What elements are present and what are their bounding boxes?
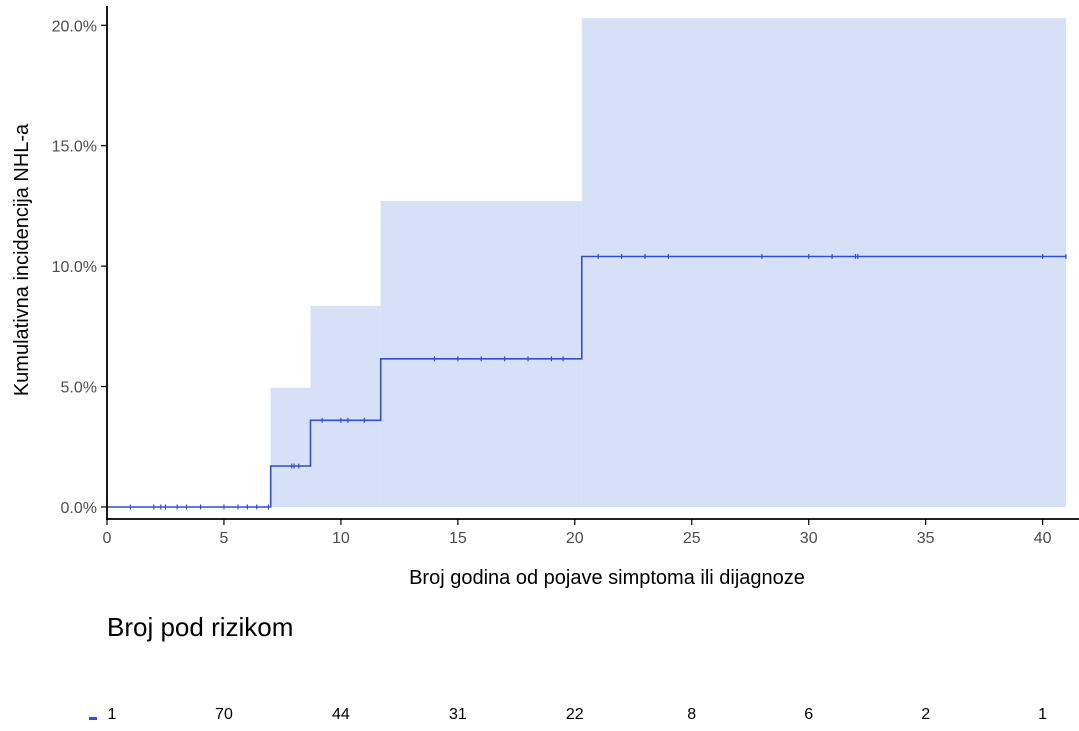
ci-band-segment-3 xyxy=(380,201,582,507)
risk-table-row: 1 70 44 31 22 8 6 2 1 xyxy=(0,706,1079,730)
x-tick-label-0: 0 xyxy=(103,530,112,547)
ci-band-segment-2 xyxy=(310,305,381,507)
x-tick-label-7: 35 xyxy=(917,530,935,547)
risk-count-6: 6 xyxy=(804,706,814,723)
y-axis-label: Kumulativna incidencija NHL-a xyxy=(11,123,33,396)
x-tick-label-6: 30 xyxy=(800,530,818,547)
x-tick-label-8: 40 xyxy=(1034,530,1052,547)
confidence-band xyxy=(270,18,1066,507)
y-tick-label-0: 0.0% xyxy=(61,500,97,517)
step-line xyxy=(107,255,1066,508)
x-tick-label-3: 15 xyxy=(449,530,467,547)
x-tick-label-1: 5 xyxy=(219,530,228,547)
ci-band-segment-1 xyxy=(270,387,311,507)
risk-count-5: 8 xyxy=(687,706,697,723)
ci-band-segment-4 xyxy=(581,18,1066,507)
y-tick-label-1: 5.0% xyxy=(61,380,97,397)
incidence-step-line xyxy=(107,255,1066,508)
censor-marks xyxy=(129,253,1067,510)
y-tick-label-2: 10.0% xyxy=(52,259,97,276)
risk-table-title: Broj pod rizikom xyxy=(107,612,294,642)
risk-count-0: 1 xyxy=(107,706,117,723)
risk-count-3: 31 xyxy=(448,706,467,723)
risk-count-2: 44 xyxy=(331,706,350,723)
y-tick-label-4: 20.0% xyxy=(52,18,97,35)
risk-count-1: 70 xyxy=(215,706,233,723)
risk-series-marker xyxy=(89,717,97,720)
y-tick-label-3: 15.0% xyxy=(52,139,97,156)
x-tick-label-5: 25 xyxy=(683,530,701,547)
tick-labels: 0 5 10 15 20 25 30 35 40 0.0% 5.0% 10.0% 15.0% 20.0% xyxy=(52,18,1052,547)
axes xyxy=(101,6,1079,525)
cumulative-incidence-chart: 0 5 10 15 20 25 30 35 400.0%5.0%10.0%15.0%20.0% … xyxy=(11,6,1079,589)
risk-count-4: 22 xyxy=(565,706,584,723)
risk-count-8: 1 xyxy=(1038,706,1048,723)
x-tick-label-2: 10 xyxy=(332,530,350,547)
x-axis-label: Broj godina od pojave simptoma ili dijag… xyxy=(409,567,805,589)
x-tick-label-4: 20 xyxy=(566,530,584,547)
risk-count-7: 2 xyxy=(921,706,931,723)
